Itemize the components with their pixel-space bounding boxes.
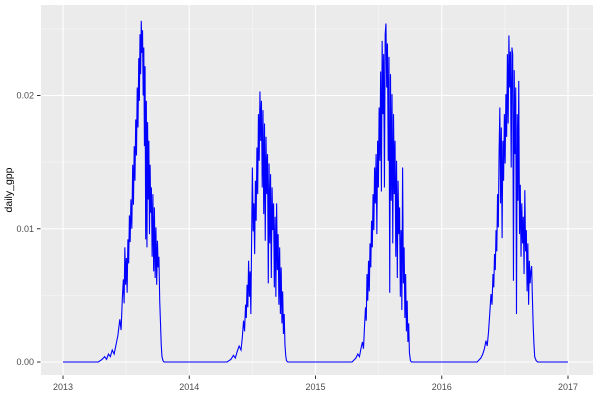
- x-tick-label: 2014: [179, 382, 199, 392]
- grid-major-lines: [41, 5, 593, 375]
- y-tick-label: 0.00: [16, 357, 34, 367]
- axis-tick-marks: [37, 95, 569, 379]
- y-tick-label: 0.01: [16, 224, 34, 234]
- x-tick-label: 2015: [305, 382, 325, 392]
- y-tick-label: 0.02: [16, 91, 34, 101]
- y-axis-title: daily_gpp: [3, 167, 15, 212]
- x-axis-tick-labels: 2013 2014 2015 2016 2017: [53, 382, 578, 392]
- y-axis-tick-labels: 0.00 0.01 0.02: [16, 91, 34, 368]
- x-tick-label: 2016: [432, 382, 452, 392]
- x-tick-label: 2017: [558, 382, 578, 392]
- x-tick-label: 2013: [53, 382, 73, 392]
- daily-gpp-line-series: [63, 20, 568, 363]
